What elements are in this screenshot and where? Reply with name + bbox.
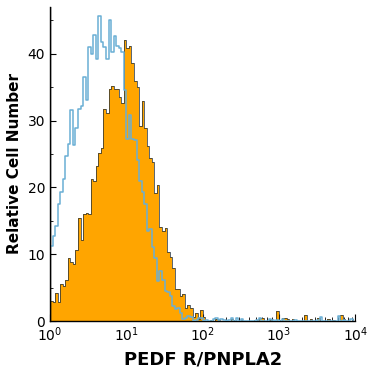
Y-axis label: Relative Cell Number: Relative Cell Number <box>7 74 22 255</box>
X-axis label: PEDF R/PNPLA2: PEDF R/PNPLA2 <box>123 350 282 368</box>
